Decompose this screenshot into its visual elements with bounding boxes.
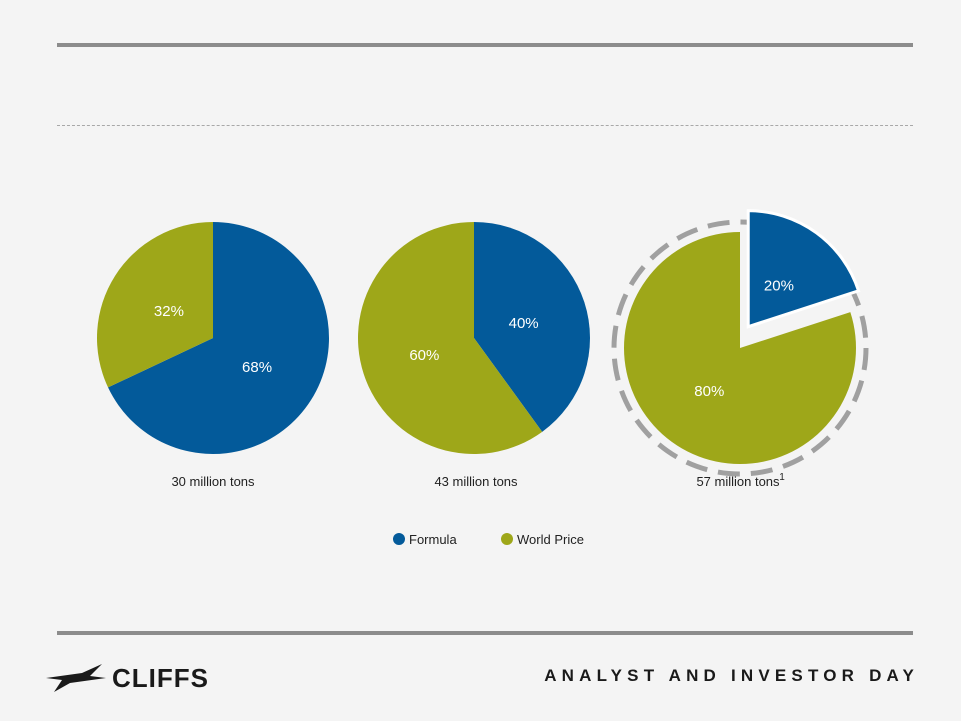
slice-label: 80% [694, 383, 724, 400]
slice-label: 60% [409, 347, 439, 364]
legend-swatch [393, 533, 405, 545]
pie-caption: 30 million tons [171, 474, 255, 489]
legend-swatch [501, 533, 513, 545]
bottom-rule [57, 631, 913, 635]
top-rule [57, 43, 913, 47]
dotted-rule [57, 125, 913, 126]
footer-title: ANALYST AND INVESTOR DAY [544, 666, 919, 685]
pie-caption: 43 million tons [434, 474, 518, 489]
pie-slice-formula [474, 222, 590, 432]
pie-slice-formula [746, 209, 861, 329]
slice-label: 40% [509, 315, 539, 332]
dashed-outline [611, 219, 869, 477]
cliffs-logo: CLIFFS [46, 660, 246, 696]
pie-slice-world-price [96, 222, 213, 388]
legend-label: Formula [409, 532, 457, 547]
slice-label: 68% [242, 359, 272, 376]
logo-text: CLIFFS [112, 663, 209, 693]
caption-footnote-mark: 1 [779, 472, 785, 483]
pie-slice-formula [108, 222, 329, 454]
slice-label: 20% [764, 277, 794, 294]
cliffs-mark-icon [46, 664, 106, 692]
pie-charts: 68% 32% 30 million tons 40% 60% 43 million to… [96, 209, 869, 547]
legend-label: World Price [517, 532, 584, 547]
pie-slice-world-price [357, 222, 543, 455]
pie-slice-world-price [624, 232, 856, 464]
slice-label: 32% [154, 303, 184, 320]
pie-caption: 57 million tons [696, 474, 780, 489]
